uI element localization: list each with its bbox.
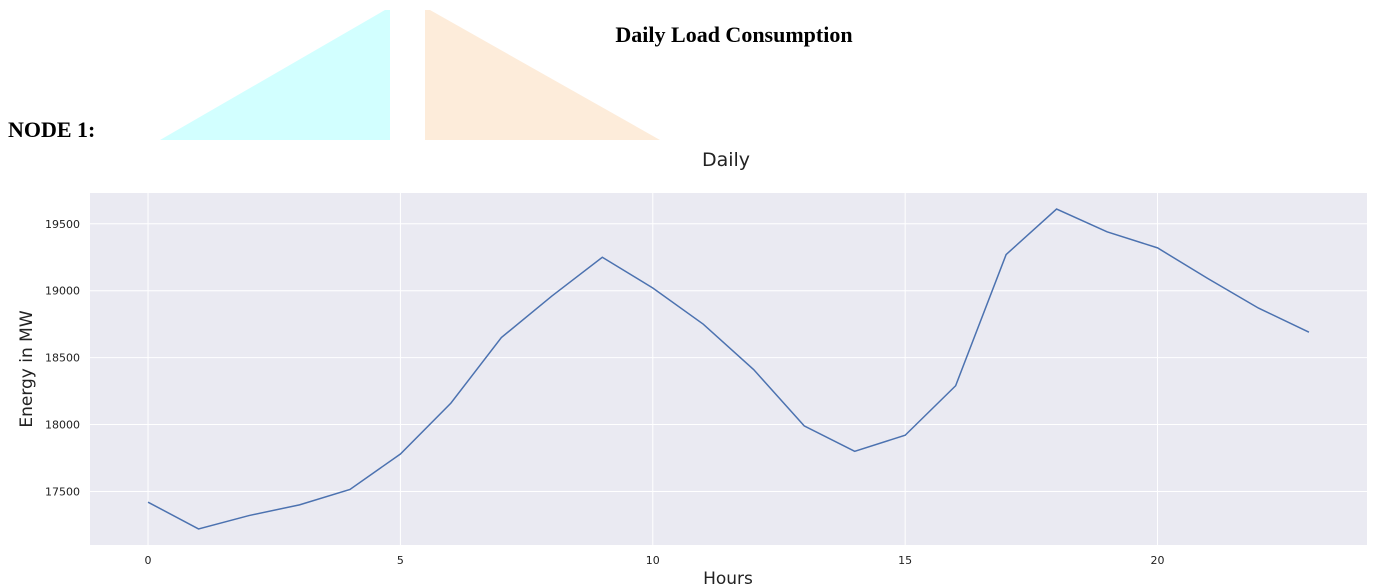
y-tick-label: 19000 [45, 285, 80, 298]
x-tick-label: 20 [1151, 554, 1165, 567]
y-tick-label: 18500 [45, 352, 80, 365]
plot-area [90, 193, 1367, 545]
decoration [425, 10, 660, 140]
y-tick-label: 17500 [45, 485, 80, 498]
x-tick-label: 10 [646, 554, 660, 567]
x-axis-label: Hours [703, 569, 753, 585]
x-tick-label: 15 [898, 554, 912, 567]
y-tick-label: 19500 [45, 218, 80, 231]
decoration [160, 10, 390, 140]
x-tick-label: 0 [145, 554, 152, 567]
marks [147, 208, 1310, 530]
heading: Daily Load Consumption [615, 22, 852, 47]
grid: 17500 18000 18500 19000 19500 0 5 10 15 20 [45, 193, 1367, 567]
x-tick-label: 5 [397, 554, 404, 567]
node-label: NODE 1: [8, 117, 95, 142]
y-tick-label: 18000 [45, 419, 80, 432]
line-series [147, 208, 1310, 530]
chart-title: Daily [702, 149, 750, 171]
y-axis-label: Energy in MW [17, 310, 37, 427]
